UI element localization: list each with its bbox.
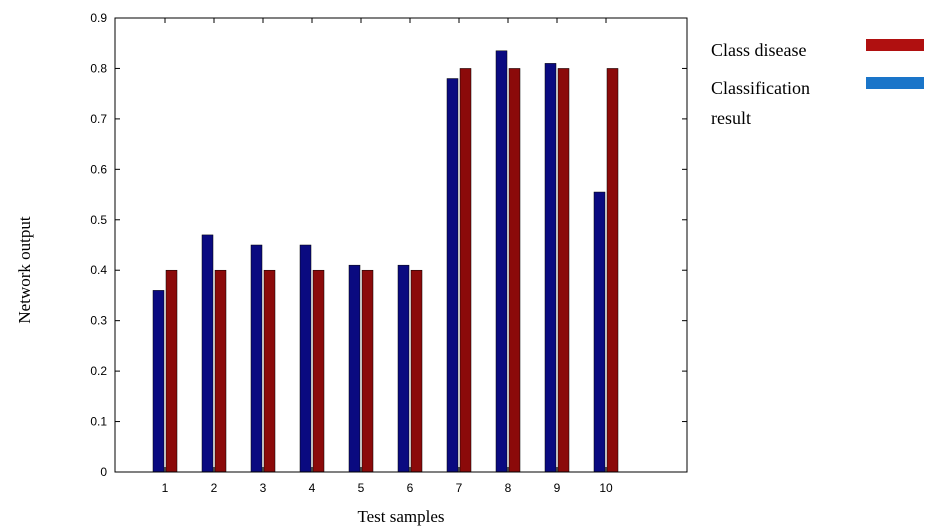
- x-tick-label: 6: [407, 481, 414, 495]
- y-tick-label: 0.7: [90, 112, 107, 126]
- legend-label-classification-result: Classification: [711, 78, 810, 98]
- bar-class-disease-3: [263, 269, 276, 473]
- bar-class-disease-1: [165, 269, 178, 473]
- x-tick-label: 10: [599, 481, 613, 495]
- x-tick-label: 4: [309, 481, 316, 495]
- y-tick-label: 0.2: [90, 364, 107, 378]
- bar-class-disease-2: [214, 269, 227, 473]
- bars-layer: [152, 50, 619, 473]
- bar-classification-result-5: [348, 264, 361, 473]
- x-tick-label: 5: [358, 481, 365, 495]
- bar-class-disease-5: [361, 269, 374, 473]
- y-tick-label: 0.1: [90, 415, 107, 429]
- bar-classification-result-2: [201, 234, 214, 473]
- x-axis-title: Test samples: [357, 507, 444, 526]
- legend-label-classification-result: result: [711, 108, 751, 128]
- y-axis: 0 0.1 0.2 0.3 0.4 0.5 0.6 0.7 0.8 0.9: [90, 11, 687, 479]
- bar-class-disease-8: [508, 68, 521, 473]
- legend-swatch-classification-result: [866, 77, 924, 89]
- legend-swatch-class-disease: [866, 39, 924, 51]
- bar-classification-result-4: [299, 244, 312, 473]
- bar-classification-result-9: [544, 63, 557, 473]
- bar-class-disease-4: [312, 269, 325, 473]
- x-tick-label: 9: [554, 481, 561, 495]
- y-tick-label: 0.8: [90, 61, 107, 75]
- plot-area-frame: [114, 17, 688, 473]
- y-tick-label: 0.3: [90, 314, 107, 328]
- x-tick-label: 8: [505, 481, 512, 495]
- bar-class-disease-9: [557, 68, 570, 473]
- y-tick-label: 0: [100, 465, 107, 479]
- bar-classification-result-6: [397, 264, 410, 473]
- x-tick-label: 2: [211, 481, 218, 495]
- bar-classification-result-7: [446, 78, 459, 473]
- y-tick-label: 0.6: [90, 162, 107, 176]
- legend-label-class-disease: Class disease: [711, 40, 806, 60]
- bar-classification-result-8: [495, 50, 508, 473]
- x-tick-label: 7: [456, 481, 463, 495]
- y-tick-label: 0.4: [90, 263, 107, 277]
- y-tick-label: 0.9: [90, 11, 107, 25]
- bar-class-disease-7: [459, 68, 472, 473]
- bar-class-disease-6: [410, 269, 423, 473]
- y-axis-title: Network output: [15, 216, 34, 323]
- bar-class-disease-10: [606, 68, 619, 473]
- bar-classification-result-10: [593, 191, 606, 473]
- x-axis: 1 2 3 4 5 6 7 8 9 10: [162, 18, 613, 495]
- x-tick-label: 3: [260, 481, 267, 495]
- bar-classification-result-1: [152, 290, 165, 473]
- x-tick-label: 1: [162, 481, 169, 495]
- y-tick-label: 0.5: [90, 213, 107, 227]
- bar-classification-result-3: [250, 244, 263, 473]
- legend: Class disease Classification result: [711, 39, 924, 128]
